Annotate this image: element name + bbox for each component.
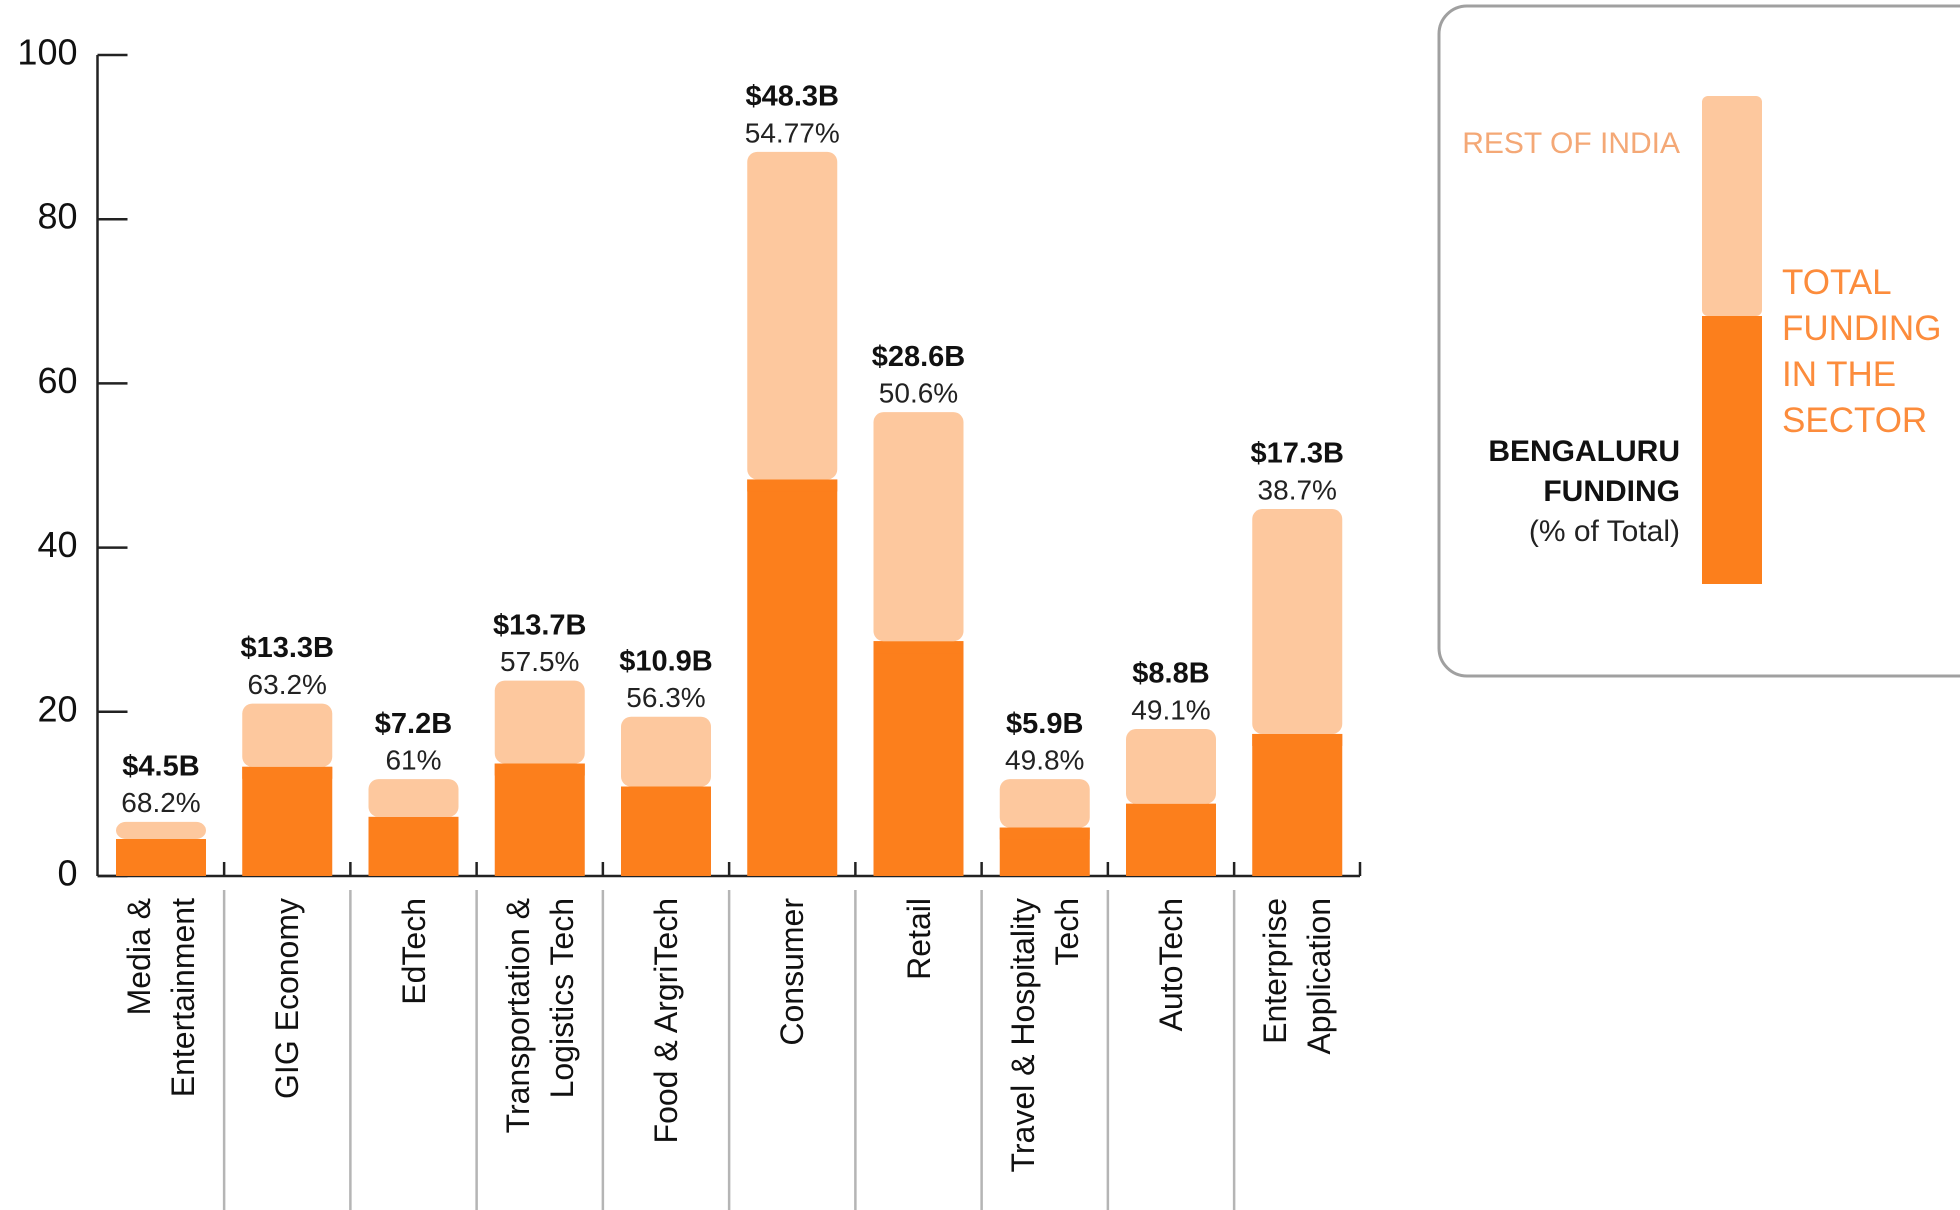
y-tick-label: 100	[17, 32, 77, 73]
value-label: $7.2B	[375, 708, 452, 740]
bar-segment-square	[242, 766, 333, 779]
bar-segment	[242, 703, 333, 767]
bar-segment	[873, 641, 964, 876]
x-tick-label: Transportation & Logistics Tech	[499, 898, 580, 1134]
percent-label: 49.8%	[1005, 745, 1084, 776]
percent-label: 57.5%	[500, 646, 579, 677]
value-label: $10.9B	[619, 645, 713, 677]
legend-bengaluru: BENGALURU FUNDING	[1488, 435, 1680, 508]
bar-segment-square	[999, 827, 1090, 840]
bar-segment	[494, 763, 585, 876]
bar-segment	[873, 412, 964, 642]
bar-segment	[747, 479, 838, 876]
bar-segment	[1252, 733, 1343, 876]
value-label: $28.6B	[872, 341, 966, 373]
bar-segment	[1126, 803, 1216, 876]
percent-label: 56.3%	[626, 682, 705, 713]
bar-segment	[242, 766, 333, 876]
y-tick-label: 0	[57, 853, 77, 894]
x-tick-label: Enterprise Application	[1257, 898, 1338, 1055]
value-label: $5.9B	[1006, 708, 1083, 740]
x-tick-label: Travel & Hospitality Tech	[1004, 898, 1085, 1173]
bar-segment-square	[494, 763, 585, 776]
x-tick-label: Media & Entertainment	[121, 898, 201, 1098]
bar-segment	[999, 779, 1090, 828]
percent-label: 61%	[385, 745, 441, 776]
bar-segment	[494, 680, 585, 764]
bar-segment-square	[1252, 733, 1343, 746]
bar-segment	[1126, 729, 1216, 804]
legend-rest: REST OF INDIA	[1462, 127, 1680, 160]
bar-segment-square	[368, 816, 459, 829]
y-tick-label: 40	[37, 524, 77, 565]
percent-label: 68.2%	[121, 787, 200, 818]
value-label: $13.3B	[240, 632, 334, 664]
bar-segment-square	[116, 839, 206, 852]
legend-box	[1437, 4, 1960, 678]
legend-swatch	[1702, 96, 1762, 316]
legend-swatch	[1702, 316, 1762, 584]
bar-segment	[747, 151, 838, 480]
value-label: $17.3B	[1250, 438, 1344, 470]
value-label: $48.3B	[745, 81, 839, 113]
bar-segment-square	[873, 641, 964, 654]
x-tick-label: AutoTech	[1153, 898, 1189, 1032]
percent-label: 50.6%	[879, 378, 958, 409]
value-label: $8.8B	[1132, 658, 1209, 690]
bar-segment	[621, 716, 711, 787]
bar-segment-square	[621, 786, 711, 799]
y-tick-label: 60	[37, 360, 77, 401]
bar-segment-square	[1126, 803, 1216, 816]
bar-segment	[368, 779, 459, 817]
bar-segment	[1252, 509, 1343, 734]
x-tick-label: Food & ArgriTech	[648, 898, 684, 1144]
y-tick-label: 20	[37, 688, 77, 729]
legend-note: (% of Total)	[1528, 515, 1680, 548]
bar-segment	[116, 821, 206, 840]
percent-label: 38.7%	[1258, 474, 1337, 505]
percent-label: 54.77%	[745, 117, 840, 148]
x-tick-label: GIG Economy	[269, 898, 306, 1099]
y-tick-label: 80	[37, 196, 77, 237]
bar-segment-square	[747, 479, 838, 492]
x-tick-label: EdTech	[395, 898, 432, 1005]
value-label: $4.5B	[122, 750, 199, 782]
x-tick-label: Retail	[900, 898, 937, 980]
percent-label: 49.1%	[1131, 694, 1210, 725]
value-label: $13.7B	[493, 609, 587, 641]
percent-label: 63.2%	[248, 669, 327, 700]
legend-total: TOTAL FUNDING IN THE SECTOR	[1782, 263, 1942, 440]
x-tick-label: Consumer	[774, 898, 811, 1046]
bar-segment	[621, 786, 711, 876]
